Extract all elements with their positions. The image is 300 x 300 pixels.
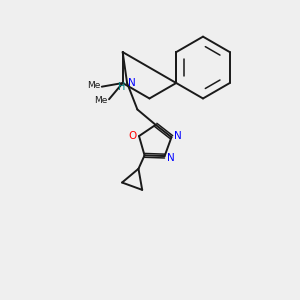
Text: N: N — [128, 78, 135, 88]
Text: Me: Me — [94, 96, 107, 105]
Text: Me: Me — [87, 81, 100, 90]
Text: O: O — [128, 131, 137, 141]
Text: N: N — [174, 131, 182, 141]
Text: H: H — [118, 82, 125, 92]
Text: N: N — [167, 152, 175, 163]
